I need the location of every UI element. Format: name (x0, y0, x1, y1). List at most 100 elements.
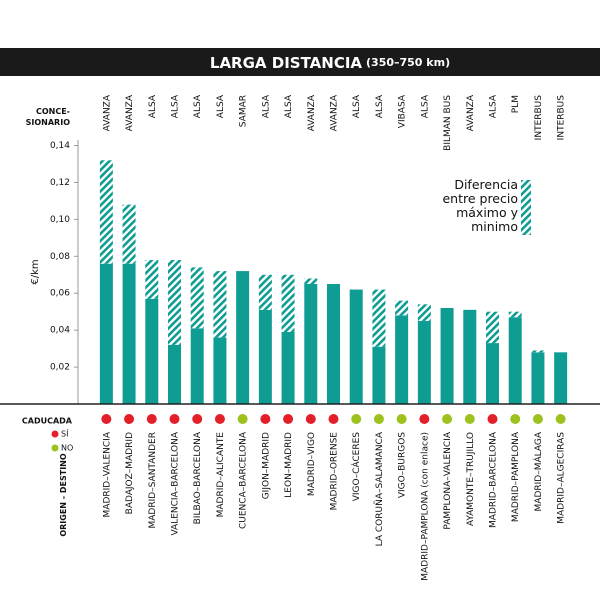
x-tick-label: PAMPLONA–VALENCIA (443, 431, 453, 529)
expired-legend-label: SÍ (61, 428, 69, 439)
title-band (0, 48, 600, 76)
chart-title-group: LARGA DISTANCIA (350–750 km) (210, 54, 450, 72)
expired-dot (214, 414, 225, 424)
bar-segment (395, 315, 409, 404)
x-tick-label: MADRID–ORENSE (330, 432, 340, 511)
bar-segment (145, 260, 159, 299)
x-tick-label: MADRID–PAMPLONA (511, 431, 521, 522)
y-tick-label: 0,06 (50, 289, 70, 299)
bar-segment (145, 298, 159, 404)
bar-segment (372, 289, 386, 347)
chart-title: LARGA DISTANCIA (210, 54, 363, 72)
operator-label: AVANZA (466, 94, 476, 131)
bar-segment (213, 337, 227, 404)
bar-segment (99, 160, 113, 264)
x-tick-label: MADRID–VALENCIA (102, 431, 112, 517)
operator-label: AVANZA (307, 94, 317, 131)
expired-legend-dot (51, 444, 59, 452)
expired-dot (146, 414, 157, 424)
x-tick-label: LA CORUÑA–SALAMANCA (374, 431, 385, 546)
x-tick-label: CUENCA–BARCELONA (239, 431, 249, 529)
expired-dot (260, 414, 271, 424)
operator-label: AVANZA (125, 94, 135, 131)
x-tick-label: MADRID–SANTANDER (148, 432, 158, 529)
y-tick-label: 0,04 (50, 326, 70, 336)
x-tick-label: MADRID–MÁLAGA (532, 431, 544, 511)
x-tick-label: MADRID–VIGO (307, 432, 317, 496)
operator-label: ALSA (375, 94, 385, 118)
operator-label: BILMAN BUS (443, 95, 453, 151)
expired-title: CADUCADA (22, 417, 73, 426)
bar-segment (281, 274, 295, 332)
expired-dot (487, 414, 498, 424)
bar-segment (417, 304, 431, 321)
bar-segment (554, 352, 568, 404)
y-tick-label: 0,10 (50, 215, 70, 225)
legend-swatch (521, 180, 531, 235)
expired-dot (283, 414, 294, 424)
expired-legend-dot (51, 430, 59, 438)
operator-label: PLM (511, 95, 521, 113)
operator-label: ALSA (171, 94, 181, 118)
y-tick-label: 0,12 (50, 178, 70, 188)
category-heading: ORIGEN - DESTINO (59, 453, 68, 537)
operator-label: ALSA (489, 94, 499, 118)
expired-dot (373, 414, 384, 424)
expired-dot (305, 414, 316, 424)
x-tick-label: VIGO–CÁCERES (350, 432, 362, 502)
operator-label: SAMAR (239, 95, 249, 127)
y-tick-label: 0,02 (50, 363, 70, 373)
expired-dot (442, 414, 453, 424)
expired-dot (237, 414, 248, 424)
x-tick-label: MADRID–BARCELONA (489, 431, 499, 528)
bar-segment (486, 343, 499, 404)
expired-dot (124, 414, 135, 424)
expired-dot (351, 414, 362, 424)
operator-heading: CONCE- (36, 107, 70, 116)
expired-legend-label: NO (61, 444, 73, 453)
bar-segment (304, 278, 318, 284)
bar-segment (508, 317, 522, 404)
operator-label: AVANZA (330, 94, 340, 131)
bar-segment (258, 309, 272, 404)
bar-segment (281, 332, 295, 404)
bar-segment (122, 263, 136, 404)
operator-label: VIBASA (398, 94, 408, 128)
operator-label: ALSA (148, 94, 158, 118)
bar-segment (168, 260, 181, 345)
bar-segment (236, 271, 250, 404)
bar-segment (531, 352, 545, 404)
bar-segment (463, 309, 477, 404)
bar-segment (372, 346, 386, 404)
bar-segment (258, 274, 272, 310)
operator-label: ALSA (261, 94, 271, 118)
bar-segment (440, 308, 454, 404)
operator-label: INTERBUS (534, 95, 544, 141)
expired-dot (169, 414, 180, 424)
operator-label: AVANZA (102, 94, 112, 131)
bar-segment (213, 271, 227, 338)
expired-dot (192, 414, 203, 424)
expired-dot (328, 414, 339, 424)
x-tick-label: MADRID–PAMPLONA (con enlace) (420, 432, 430, 581)
operator-label: INTERBUS (557, 95, 567, 141)
bar-segment (190, 328, 204, 404)
bar-segment (349, 289, 363, 404)
x-tick-label: MADRID–ALGECIRAS (557, 432, 567, 524)
expired-dot (419, 414, 430, 424)
operator-label: ALSA (216, 94, 226, 118)
x-tick-label: LEON–MADRID (284, 432, 294, 498)
bar-segment (168, 344, 181, 404)
bar-segment (99, 263, 113, 404)
chart-subtitle: (350–750 km) (366, 56, 450, 69)
bar-segment (327, 284, 340, 404)
bar-segment (304, 284, 318, 404)
bar-segment (122, 204, 136, 264)
x-tick-label: VIGO–BURGOS (398, 432, 408, 498)
expired-dot (555, 414, 566, 424)
legend-label: Diferencia entre precio máximo y minimo (442, 177, 518, 234)
bar-segment (417, 320, 431, 404)
expired-dot (464, 414, 475, 424)
